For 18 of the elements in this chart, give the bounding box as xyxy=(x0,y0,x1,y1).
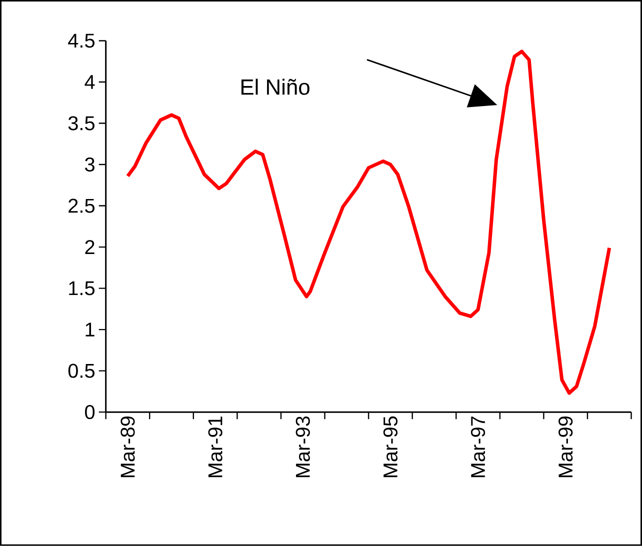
y-tick-label: 0 xyxy=(85,405,95,420)
x-tick-label: Mar-89 xyxy=(120,416,135,478)
y-tick-label: 1 xyxy=(86,322,94,336)
x-tick-label: Mar-99 xyxy=(558,416,573,478)
x-tick-label: Mar-95 xyxy=(383,416,398,478)
y-tick-label: 4 xyxy=(84,75,95,89)
y-tick-label: 3 xyxy=(85,158,94,172)
x-tick-label: Mar-91 xyxy=(208,416,222,478)
x-tick-label: Mar-93 xyxy=(296,416,310,478)
annotation: El Niño xyxy=(241,78,310,95)
y-tick-label: 3.5 xyxy=(68,116,94,130)
x-tick-label: Mar-97 xyxy=(470,416,486,478)
y-tick-label: 0.5 xyxy=(68,364,94,378)
line-series xyxy=(126,50,612,395)
y-tick-label: 1.5 xyxy=(69,281,94,296)
y-tick-label: 4.5 xyxy=(68,34,94,48)
y-tick-label: 2.5 xyxy=(68,198,94,213)
y-tick-label: 2 xyxy=(85,240,94,254)
